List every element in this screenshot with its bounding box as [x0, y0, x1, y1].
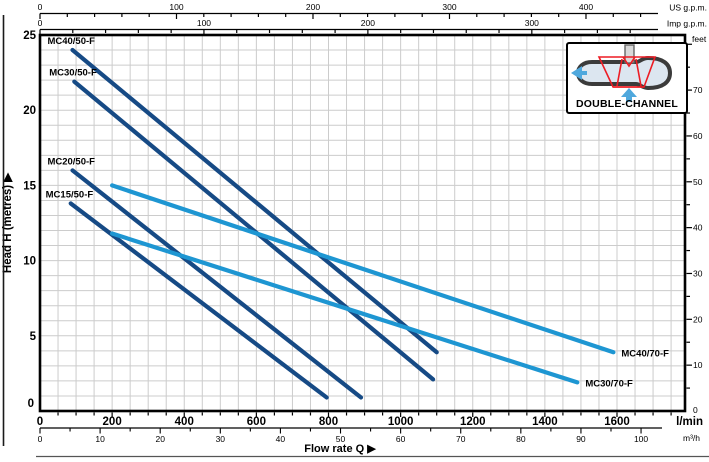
us-gpm-axis-unit: US g.p.m. — [669, 3, 707, 13]
lmin-tick: 400 — [175, 416, 194, 428]
curve-MC15/50-F — [68, 201, 329, 400]
curve-label: MC30/50-F — [49, 68, 97, 79]
imp-gpm-axis-tick: 0 — [38, 18, 43, 28]
imp-gpm-axis-tick: 100 — [197, 18, 211, 28]
lmin-tick: 1600 — [604, 416, 630, 428]
curve-label: MC40/50-F — [47, 36, 95, 47]
curve-MC40/50-F — [70, 47, 439, 355]
feet-tick: 30 — [693, 268, 703, 278]
metres-tick: 20 — [23, 105, 36, 117]
m3h-unit: m³/h — [683, 433, 700, 443]
us-gpm-axis-tick: 100 — [169, 2, 183, 12]
pump-casing-icon — [575, 55, 673, 91]
feet-unit: feet — [692, 34, 707, 44]
plot-frame — [38, 33, 687, 413]
feet-tick: 20 — [693, 314, 703, 324]
lmin-tick: 1200 — [460, 416, 486, 428]
pump-shaft-icon — [624, 44, 635, 64]
curve-label: MC15/50-F — [46, 189, 94, 200]
feet-tick: 40 — [693, 223, 703, 233]
curve-MC20/50-F — [70, 168, 364, 400]
m3h-tick: 40 — [276, 434, 286, 444]
badge-label: DOUBLE-CHANNEL — [576, 98, 678, 110]
feet-tick: 10 — [693, 360, 703, 370]
curve-label: MC40/70-F — [621, 348, 669, 359]
us-gpm-axis-tick: 400 — [579, 2, 593, 12]
lmin-tick: 200 — [103, 416, 122, 428]
feet-tick: 60 — [693, 131, 703, 141]
feet-tick: 0 — [693, 405, 698, 415]
lmin-tick: 1000 — [388, 416, 414, 428]
flow-arrows-icon — [571, 66, 637, 102]
m3h-tick: 10 — [95, 434, 105, 444]
metres-tick: 25 — [23, 30, 36, 42]
lmin-tick: 800 — [319, 416, 338, 428]
x-axis-title: Flow rate Q ▶ — [304, 443, 376, 455]
m3h-tick: 80 — [516, 434, 526, 444]
curve-MC30/70-F — [109, 231, 580, 385]
curve-label: MC20/50-F — [47, 156, 95, 167]
double-channel-impeller-icon — [597, 56, 657, 88]
metres-tick: 15 — [23, 180, 36, 192]
lmin-tick: 0 — [37, 416, 43, 428]
metres-tick: 5 — [30, 331, 37, 343]
m3h-tick: 90 — [576, 434, 586, 444]
m3h-tick: 60 — [396, 434, 406, 444]
us-gpm-axis-tick: 0 — [38, 2, 43, 12]
m3h-tick: 0 — [38, 434, 43, 444]
imp-gpm-axis-tick: 300 — [525, 18, 539, 28]
metres-tick: 0 — [28, 398, 34, 410]
feet-tick: 50 — [693, 177, 703, 187]
imp-gpm-axis-unit: Imp g.p.m. — [667, 19, 707, 29]
y-axis-title: Head H (metres) ▶ — [2, 172, 14, 273]
curve-MC40/70-F — [109, 183, 616, 355]
pump-cross-section-illustration — [571, 44, 673, 102]
m3h-tick: 100 — [634, 434, 648, 444]
m3h-tick: 20 — [155, 434, 165, 444]
imp-gpm-axis-tick: 200 — [361, 18, 375, 28]
us-gpm-axis-tick: 300 — [442, 2, 456, 12]
us-gpm-axis-tick: 200 — [306, 2, 320, 12]
m3h-tick: 50 — [336, 434, 346, 444]
lmin-tick: 600 — [247, 416, 266, 428]
curve-label: MC30/70-F — [585, 378, 633, 389]
double-channel-badge: DOUBLE-CHANNEL — [566, 42, 688, 114]
metres-tick: 10 — [23, 256, 36, 268]
lmin-unit: l/min — [676, 416, 703, 428]
feet-tick: 70 — [693, 85, 703, 95]
m3h-tick: 30 — [216, 434, 226, 444]
lmin-tick: 1400 — [532, 416, 558, 428]
m3h-tick: 70 — [456, 434, 466, 444]
